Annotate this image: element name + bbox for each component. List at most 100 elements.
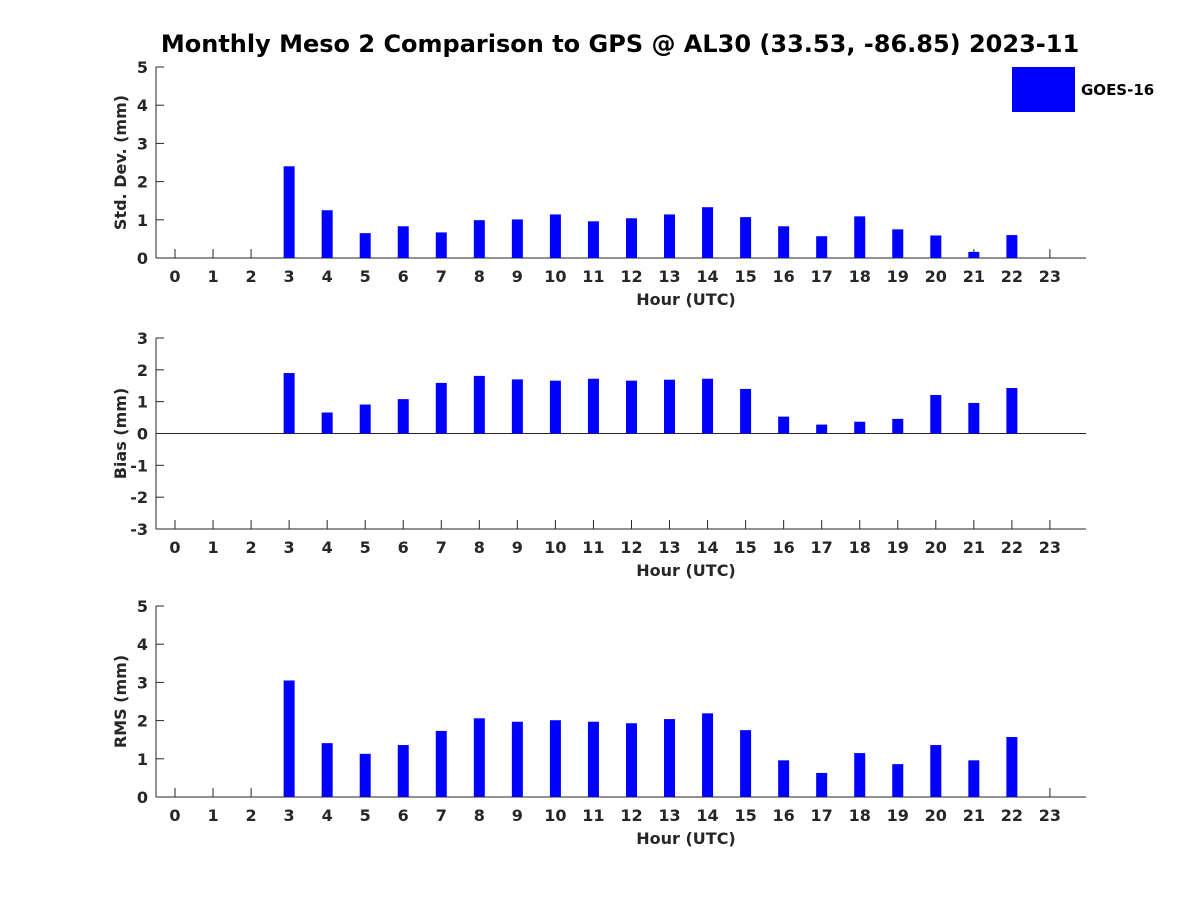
panel-3-bar (930, 745, 942, 797)
panel-2-x-tick-label: 15 (734, 538, 756, 557)
panel-2-y-tick-label: -3 (130, 520, 148, 539)
panel-2-x-tick-label: 16 (773, 538, 795, 557)
panel-2-x-tick-label: 21 (963, 538, 985, 557)
panel-1-x-tick-label: 19 (887, 267, 909, 286)
panel-1-bar (854, 216, 866, 258)
panel-3-bar (625, 723, 637, 797)
panel-2-x-tick-label: 8 (474, 538, 485, 557)
chart-title: Monthly Meso 2 Comparison to GPS @ AL30 … (160, 30, 1080, 58)
panel-3-x-tick-label: 20 (925, 806, 947, 825)
panel-2-x-tick-label: 3 (284, 538, 295, 557)
panel-1-x-tick-label: 0 (169, 267, 180, 286)
panel-3-bar (740, 730, 752, 797)
panel-3-x-tick-label: 17 (811, 806, 833, 825)
panel-2-x-tick-label: 10 (544, 538, 566, 557)
panel-1-x-tick-label: 3 (284, 267, 295, 286)
panel-1-x-tick-label: 16 (773, 267, 795, 286)
panel-1-bar (664, 214, 676, 258)
panel-2-x-tick-label: 6 (398, 538, 409, 557)
panel-2-y-tick-label: 3 (137, 329, 148, 348)
panel-2-x-tick-label: 14 (696, 538, 718, 557)
panel-3-bar (892, 764, 904, 797)
panel-2-y-tick-label: -1 (130, 456, 148, 475)
panel-1-bar (511, 219, 523, 258)
panel-2-bar (435, 382, 447, 434)
panel-3-bar (854, 753, 866, 797)
panel-3-y-tick-label: 3 (137, 673, 148, 692)
panel-3-y-tick-label: 4 (137, 635, 148, 654)
panel-1-x-tick-label: 21 (963, 267, 985, 286)
panel-2-bar (283, 373, 295, 434)
panel-3-bar (397, 745, 409, 797)
panel-3-x-tick-label: 13 (658, 806, 680, 825)
panel-1-x-tick-label: 8 (474, 267, 485, 286)
panel-2-x-tick-label: 13 (658, 538, 680, 557)
panel-2-x-tick-label: 22 (1001, 538, 1023, 557)
panel-1-bar (625, 218, 637, 258)
panel-3-x-tick-label: 21 (963, 806, 985, 825)
panel-2-x-tick-label: 7 (436, 538, 447, 557)
panel-3-y-tick-label: 1 (137, 750, 148, 769)
panel-3-bar (473, 718, 485, 797)
panel-2-y-axis-label: Bias (mm) (111, 388, 130, 480)
panel-1-x-tick-label: 15 (734, 267, 756, 286)
panel-2-y-tick-label: 2 (137, 361, 148, 380)
panel-2-bar (664, 379, 676, 434)
panel-3-x-tick-label: 23 (1039, 806, 1061, 825)
panel-3-x-tick-label: 3 (284, 806, 295, 825)
panel-2-y-tick-label: -2 (130, 488, 148, 507)
panel-3-bar (778, 760, 790, 797)
panel-2-bar (816, 424, 828, 434)
panel-3-bar (664, 719, 676, 797)
panel-2-x-tick-label: 1 (207, 538, 218, 557)
panel-3-x-tick-label: 7 (436, 806, 447, 825)
panel-3-x-tick-label: 2 (246, 806, 257, 825)
panel-1-bar (283, 166, 295, 258)
panel-2-bar (549, 380, 561, 434)
panel-2-bar (511, 379, 523, 434)
panel-1-bar (778, 226, 790, 258)
panel-1-x-tick-label: 22 (1001, 267, 1023, 286)
panel-3-y-tick-label: 5 (137, 597, 148, 616)
panel-3-x-tick-label: 6 (398, 806, 409, 825)
panel-1-y-tick-label: 4 (137, 96, 148, 115)
panel-1-y-axis-label: Std. Dev. (mm) (111, 95, 130, 230)
panel-3-bar (321, 743, 333, 797)
panel-2-x-tick-label: 5 (360, 538, 371, 557)
panel-3-x-tick-label: 19 (887, 806, 909, 825)
panel-2-bar (397, 399, 409, 434)
panel-1-x-axis-label: Hour (UTC) (636, 290, 736, 309)
panel-2-x-tick-label: 18 (849, 538, 871, 557)
panel-1-bar (549, 214, 561, 258)
panel-3-x-tick-label: 9 (512, 806, 523, 825)
panel-1-bar (968, 251, 980, 258)
panel-3-x-tick-label: 10 (544, 806, 566, 825)
panel-1-bar (321, 210, 333, 258)
panel-1-bar (473, 220, 485, 258)
panel-3-bar (359, 753, 371, 797)
panel-3-x-tick-label: 18 (849, 806, 871, 825)
panel-3-x-tick-label: 15 (734, 806, 756, 825)
panel-1-bar (740, 217, 752, 258)
panel-1-x-tick-label: 11 (582, 267, 604, 286)
panel-1-y-tick-label: 2 (137, 173, 148, 192)
panel-2-bar (930, 394, 942, 434)
panel-2-bar (625, 380, 637, 434)
panel-1-x-tick-label: 9 (512, 267, 523, 286)
panel-2-x-tick-label: 0 (169, 538, 180, 557)
panel-1-x-tick-label: 17 (811, 267, 833, 286)
panel-3-x-axis-label: Hour (UTC) (636, 829, 736, 848)
panel-1-x-tick-label: 2 (246, 267, 257, 286)
panel-1-x-tick-label: 14 (696, 267, 718, 286)
panel-2-x-tick-label: 23 (1039, 538, 1061, 557)
panel-1-bar (816, 236, 828, 258)
panel-2-bar (1006, 387, 1018, 434)
panel-3-x-tick-label: 0 (169, 806, 180, 825)
panel-1-x-tick-label: 20 (925, 267, 947, 286)
panel-2-bar (740, 388, 752, 434)
panel-2-x-tick-label: 11 (582, 538, 604, 557)
panel-3-x-tick-label: 12 (620, 806, 642, 825)
panel-3-bar (587, 721, 599, 797)
panel-1-y-tick-label: 0 (137, 249, 148, 268)
panel-1-bar (435, 232, 447, 258)
